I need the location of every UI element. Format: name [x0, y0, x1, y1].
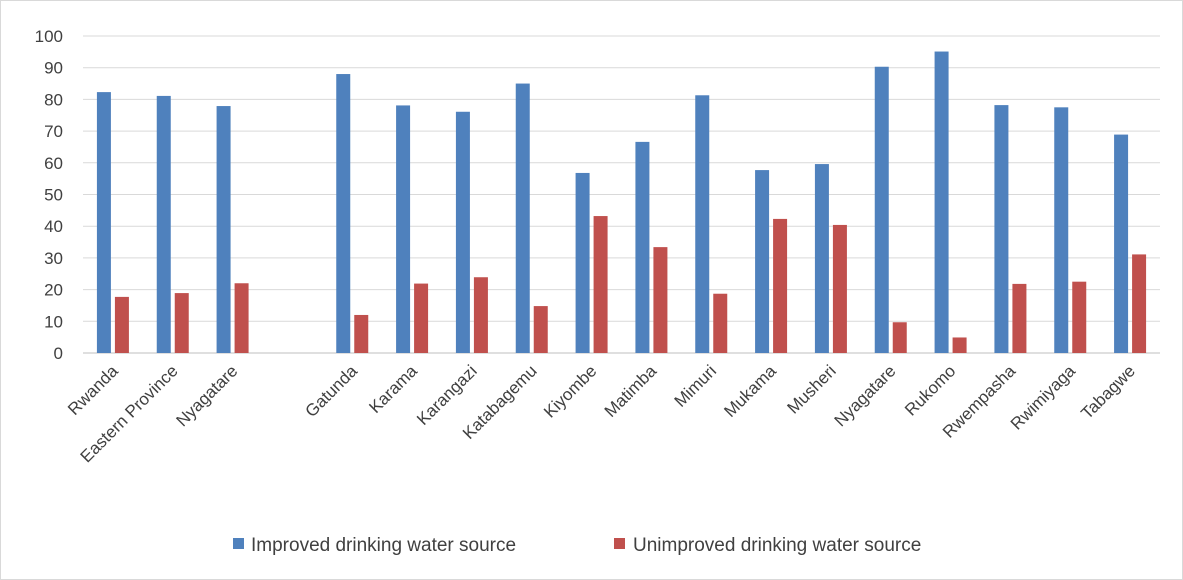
y-tick-label: 90 — [44, 59, 63, 78]
bar — [354, 314, 369, 353]
bar — [533, 306, 548, 353]
legend-label: Unimproved drinking water source — [633, 535, 921, 556]
y-tick-label: 10 — [44, 312, 63, 331]
x-tick-label: Nyagatare — [173, 361, 242, 430]
bar — [713, 293, 728, 353]
x-tick-label: Nyagatare — [831, 361, 900, 430]
bar — [455, 111, 470, 353]
legend-swatch — [614, 538, 625, 549]
bar — [336, 74, 351, 353]
x-tick-label: Mimuri — [671, 361, 720, 410]
bar — [575, 172, 590, 353]
bar — [755, 170, 770, 353]
bar — [773, 218, 788, 353]
bar — [695, 95, 710, 354]
x-tick-label: Gatunda — [302, 361, 362, 421]
bar — [396, 105, 411, 353]
bar — [156, 95, 171, 354]
bar — [874, 66, 889, 354]
series-unimproved — [114, 216, 1147, 353]
y-tick-label: 60 — [44, 154, 63, 173]
bar — [1072, 281, 1087, 353]
bar — [635, 141, 650, 353]
y-tick-label: 50 — [44, 186, 63, 205]
x-tick-label: Rukomo — [901, 361, 959, 419]
bar — [114, 296, 129, 353]
y-tick-label: 40 — [44, 217, 63, 236]
bar — [174, 293, 189, 353]
bar — [994, 105, 1009, 353]
x-tick-label: Matimba — [601, 361, 661, 421]
bar — [952, 337, 967, 353]
x-tick-label: Karama — [365, 361, 421, 417]
bar — [414, 283, 429, 353]
y-tick-label: 20 — [44, 281, 63, 300]
bar — [1054, 107, 1069, 353]
bar — [1114, 134, 1129, 353]
bar — [1132, 254, 1147, 353]
legend-item: Improved drinking water source — [233, 535, 516, 556]
y-tick-label: 100 — [35, 27, 63, 46]
bar — [892, 322, 907, 353]
x-tick-label: Rwanda — [64, 361, 122, 419]
series-improved — [96, 51, 1129, 354]
y-tick-label: 30 — [44, 249, 63, 268]
y-tick-label: 0 — [54, 344, 63, 363]
legend-item: Unimproved drinking water source — [614, 535, 921, 556]
bar — [593, 216, 608, 353]
bar — [832, 224, 847, 353]
bars — [96, 51, 1147, 354]
bar — [473, 277, 488, 353]
x-tick-label: Kiyombe — [540, 361, 600, 421]
y-axis: 0 10 20 30 40 50 60 70 80 90 100 — [35, 27, 63, 363]
x-tick-label: Musheri — [784, 361, 840, 417]
bar — [234, 283, 249, 353]
x-tick-label: Mukama — [720, 361, 780, 421]
y-tick-label: 80 — [44, 90, 63, 109]
x-tick-label: Rwimiyaga — [1007, 361, 1080, 434]
x-tick-label: Tabagwe — [1077, 361, 1139, 423]
legend-swatch — [233, 538, 244, 549]
legend: Improved drinking water source Unimproved… — [233, 535, 921, 556]
bar — [96, 92, 111, 353]
bar — [653, 247, 668, 353]
bar — [814, 164, 829, 353]
y-tick-label: 70 — [44, 122, 63, 141]
legend-label: Improved drinking water source — [251, 535, 516, 556]
bar — [1012, 283, 1027, 353]
bar — [934, 51, 949, 354]
bar — [515, 83, 530, 354]
gridlines — [83, 35, 1160, 354]
bar — [216, 106, 231, 353]
